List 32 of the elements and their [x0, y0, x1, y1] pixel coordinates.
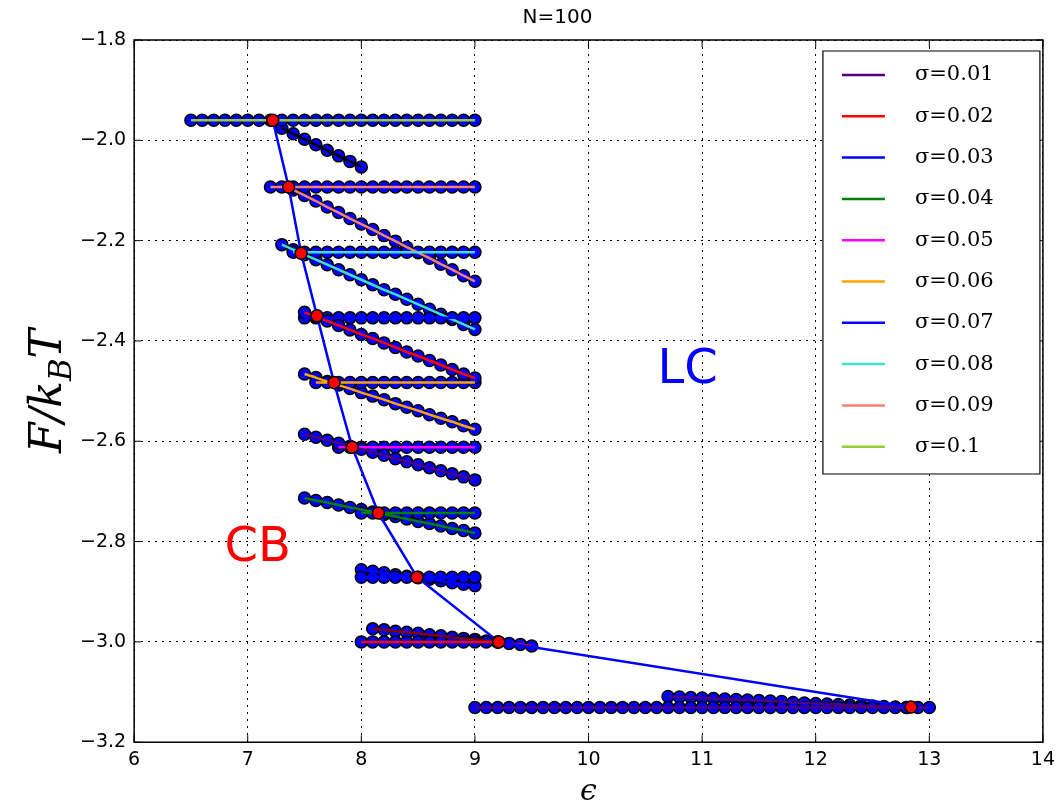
legend-label: σ=0.05	[914, 226, 994, 251]
x-axis-title: ϵ	[580, 771, 598, 807]
legend-label: σ=0.06	[914, 267, 994, 292]
annotation: CB	[224, 515, 291, 572]
legend-label: σ=0.02	[914, 102, 994, 127]
legend-label: σ=0.07	[914, 309, 994, 334]
legend-label: σ=0.1	[914, 433, 981, 458]
y-tick-label: −2.4	[80, 327, 127, 350]
legend-label: σ=0.01	[914, 61, 994, 86]
chart-title: N=100	[522, 4, 593, 29]
x-tick-label: 9	[468, 746, 481, 769]
x-tick-label: 14	[1030, 746, 1056, 769]
x-tick-label: 8	[355, 746, 368, 769]
legend-label: σ=0.09	[914, 391, 994, 416]
y-tick-label: −3.2	[80, 729, 127, 752]
y-tick-label: −1.8	[80, 26, 127, 49]
x-tick-label: 7	[241, 746, 254, 769]
y-tick-label: −2.6	[80, 428, 127, 451]
x-tick-label: 6	[128, 746, 141, 769]
legend-label: σ=0.03	[914, 144, 994, 169]
annotation: LC	[657, 338, 718, 395]
y-tick-label: −3.0	[80, 628, 127, 651]
legend-label: σ=0.08	[914, 350, 994, 375]
y-tick-label: −2.8	[80, 528, 127, 551]
y-axis-title: F/kBT	[20, 325, 79, 455]
x-tick-label: 10	[576, 746, 601, 769]
y-tick-label: −2.2	[80, 227, 127, 250]
y-tick-label: −2.0	[80, 127, 127, 150]
x-tick-label: 13	[917, 746, 942, 769]
legend-label: σ=0.04	[914, 185, 994, 210]
x-tick-label: 12	[803, 746, 828, 769]
x-tick-label: 11	[690, 746, 715, 769]
